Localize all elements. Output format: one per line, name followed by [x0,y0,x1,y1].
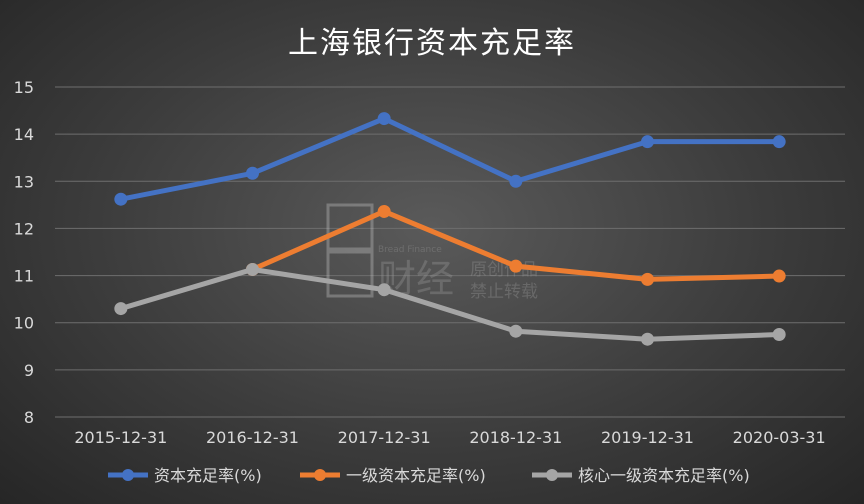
watermark-english: Bread Finance [378,245,442,255]
series-3 [114,262,786,346]
x-axis-ticks: 2015-12-31 2016-12-31 2017-12-31 2018-12-31… [74,428,825,447]
legend-item: 资本充足率(%) [108,466,262,485]
data-point [641,332,654,346]
y-axis-ticks: 8 9 10 11 12 13 14 15 [14,78,34,427]
y-tick-label: 13 [14,172,34,191]
data-point [772,328,786,341]
x-tick-label: 2020-03-31 [733,428,826,447]
watermark-brand: 财经 [378,257,454,301]
data-point [246,262,259,276]
legend-item: 核心一级资本充足率(%) [532,466,750,485]
watermark-logo: 财经 Bread Finance 原创作品 禁止转载 [326,203,538,302]
y-tick-label: 11 [14,267,34,286]
gridlines [55,86,845,418]
data-point [509,324,523,338]
data-point [772,269,786,283]
data-point [509,259,523,273]
legend: 资本充足率(%) 一级资本充足率(%) 核心一级资本充足率(%) [108,466,750,485]
watermark-box-icon [326,250,374,298]
legend-label: 一级资本充足率(%) [346,466,486,485]
legend-label: 核心一级资本充足率(%) [578,466,750,485]
data-point [641,272,654,286]
data-point [772,135,786,149]
y-tick-label: 9 [24,361,34,380]
data-point [509,174,523,188]
data-point [377,112,391,126]
data-point [377,204,391,218]
y-tick-label: 8 [24,408,34,427]
legend-item: 一级资本充足率(%) [300,466,486,485]
chart-title: 上海银行资本充足率 [288,26,576,61]
legend-label: 资本充足率(%) [154,466,262,485]
x-tick-label: 2019-12-31 [601,428,694,447]
data-point [377,283,391,297]
series-layer [114,112,786,346]
x-tick-label: 2016-12-31 [206,428,299,447]
data-point [246,166,259,180]
x-tick-label: 2015-12-31 [74,428,167,447]
y-tick-label: 14 [14,125,34,144]
data-point [641,135,654,149]
data-point [114,192,128,206]
data-point [114,302,128,316]
y-tick-label: 10 [14,314,34,333]
series-1 [114,112,786,206]
x-tick-label: 2017-12-31 [338,428,431,447]
series-line [118,116,782,202]
legend-marker [546,469,558,481]
x-tick-label: 2018-12-31 [469,428,562,447]
watermark-box-icon [326,203,374,251]
watermark-line2: 禁止转载 [470,282,538,302]
y-tick-label: 15 [14,78,34,97]
y-tick-label: 12 [14,219,34,238]
legend-marker [122,469,134,481]
legend-marker [314,469,326,481]
series-line [118,266,782,342]
